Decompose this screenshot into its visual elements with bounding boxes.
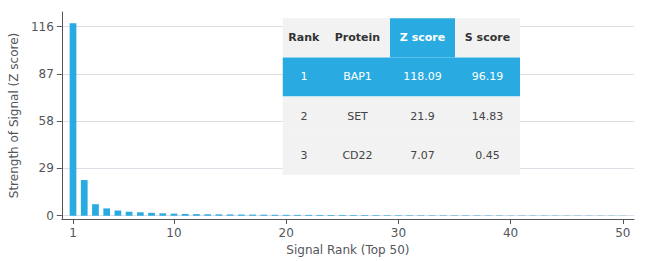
svg-text:40: 40 — [503, 226, 518, 240]
svg-text:Strength of Signal (Z score): Strength of Signal (Z score) — [7, 33, 21, 198]
svg-text:Rank: Rank — [288, 31, 320, 44]
svg-text:0: 0 — [46, 209, 54, 223]
svg-text:CD22: CD22 — [342, 149, 372, 162]
svg-text:1: 1 — [69, 226, 77, 240]
svg-text:0.45: 0.45 — [475, 149, 500, 162]
svg-text:3: 3 — [300, 149, 307, 162]
svg-text:BAP1: BAP1 — [343, 70, 372, 83]
svg-text:30: 30 — [391, 226, 406, 240]
svg-text:7.07: 7.07 — [410, 149, 435, 162]
svg-text:Protein: Protein — [335, 31, 380, 44]
svg-text:118.09: 118.09 — [403, 70, 442, 83]
svg-text:SET: SET — [347, 110, 368, 123]
svg-text:21.9: 21.9 — [410, 110, 435, 123]
svg-text:S score: S score — [465, 31, 510, 44]
svg-text:58: 58 — [39, 114, 54, 128]
svg-text:96.19: 96.19 — [472, 70, 504, 83]
svg-text:87: 87 — [39, 67, 54, 81]
svg-text:1: 1 — [300, 70, 307, 83]
svg-text:2: 2 — [300, 110, 307, 123]
svg-text:10: 10 — [166, 226, 181, 240]
svg-text:Z score: Z score — [400, 31, 445, 44]
svg-text:Signal Rank (Top 50): Signal Rank (Top 50) — [286, 243, 409, 257]
svg-text:29: 29 — [39, 161, 54, 175]
svg-text:14.83: 14.83 — [472, 110, 504, 123]
svg-text:20: 20 — [279, 226, 294, 240]
svg-text:50: 50 — [615, 226, 630, 240]
svg-text:116: 116 — [31, 20, 54, 34]
